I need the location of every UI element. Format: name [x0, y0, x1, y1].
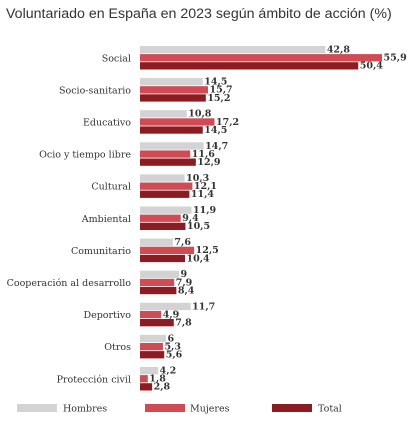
legend-swatch-hombres — [17, 404, 57, 412]
value-label: 9,4 — [182, 213, 199, 224]
category-label: Cooperación al desarrollo — [7, 278, 132, 289]
value-label: 15,7 — [209, 85, 232, 96]
bar-total — [140, 286, 177, 295]
bar-hombres — [140, 302, 191, 311]
category-label: Cultural — [91, 182, 131, 193]
legend-label-total: Total — [318, 404, 342, 415]
category-label: Social — [102, 53, 131, 64]
value-label: 8,4 — [178, 285, 195, 296]
value-label: 50,4 — [360, 61, 384, 72]
bar-mujeres — [140, 343, 163, 351]
value-label: 7,9 — [176, 277, 193, 288]
value-label: 10,5 — [187, 221, 210, 232]
legend-swatch-mujeres — [145, 404, 185, 412]
bar-hombres — [140, 206, 192, 214]
value-label: 6 — [167, 333, 174, 344]
value-label: 55,9 — [384, 53, 408, 64]
bar-hombres — [140, 46, 326, 54]
bar-total — [140, 383, 153, 391]
value-label: 4,2 — [160, 366, 177, 377]
value-label: 7,8 — [175, 318, 192, 329]
bar-hombres — [140, 270, 179, 278]
bar-hombres — [140, 334, 166, 343]
value-label: 7,6 — [174, 237, 191, 248]
category-label: Ocio y tiempo libre — [39, 150, 131, 161]
chart-title: Voluntariado en España en 2023 según ámb… — [6, 6, 392, 22]
bar-mujeres — [140, 278, 175, 287]
value-label: 12,5 — [196, 245, 219, 256]
category-label: Otros — [104, 342, 131, 353]
value-label: 5,3 — [164, 342, 181, 353]
legend-swatch-total — [272, 404, 312, 412]
bar-mujeres — [140, 54, 383, 62]
bar-total — [140, 254, 186, 263]
category-label: Comunitario — [71, 246, 131, 257]
category-label: Deportivo — [83, 310, 131, 321]
bar-mujeres — [140, 182, 193, 190]
category-label: Protección civil — [57, 374, 131, 385]
value-label: 12,9 — [197, 157, 221, 168]
bar-total — [140, 222, 186, 230]
category-label: Educativo — [83, 117, 131, 128]
bar-hombres — [140, 367, 159, 375]
bar-hombres — [140, 238, 173, 246]
value-label: 12,1 — [194, 181, 217, 192]
value-label: 15,2 — [207, 93, 230, 104]
value-label: 2,8 — [154, 382, 171, 393]
value-label: 10,4 — [187, 253, 211, 264]
value-label: 14,5 — [204, 77, 227, 88]
value-label: 11,7 — [192, 301, 215, 312]
bar-hombres — [140, 142, 204, 150]
bar-mujeres — [140, 246, 195, 254]
value-label: 9 — [180, 269, 187, 280]
legend-label-mujeres: Mujeres — [190, 404, 230, 415]
bar-mujeres — [140, 86, 208, 94]
bar-hombres — [140, 110, 187, 118]
category-label: Socio-sanitario — [59, 85, 131, 96]
value-label: 11,9 — [193, 205, 217, 216]
value-label: 1,8 — [149, 374, 166, 385]
value-label: 42,8 — [327, 45, 351, 56]
value-label: 4,9 — [163, 309, 180, 320]
bar-total — [140, 126, 203, 134]
bar-mujeres — [140, 375, 148, 383]
value-label: 17,2 — [216, 117, 239, 128]
bar-total — [140, 351, 165, 359]
legend-label-hombres: Hombres — [63, 404, 107, 415]
value-label: 5,6 — [166, 350, 183, 361]
bar-mujeres — [140, 150, 191, 158]
category-label: Ambiental — [81, 214, 131, 225]
value-label: 11,6 — [192, 149, 216, 160]
bar-mujeres — [140, 118, 215, 126]
bar-total — [140, 94, 206, 102]
bar-total — [140, 190, 190, 198]
bar-total — [140, 158, 196, 166]
value-label: 14,5 — [204, 125, 227, 136]
value-label: 10,3 — [186, 173, 209, 184]
value-label: 10,8 — [188, 109, 212, 120]
value-label: 14,7 — [205, 141, 228, 152]
bar-mujeres — [140, 310, 162, 319]
bar-hombres — [140, 174, 185, 182]
value-label: 11,4 — [191, 189, 215, 200]
bar-total — [140, 319, 174, 327]
bar-hombres — [140, 78, 203, 86]
bar-mujeres — [140, 214, 181, 222]
bar-total — [140, 62, 359, 70]
